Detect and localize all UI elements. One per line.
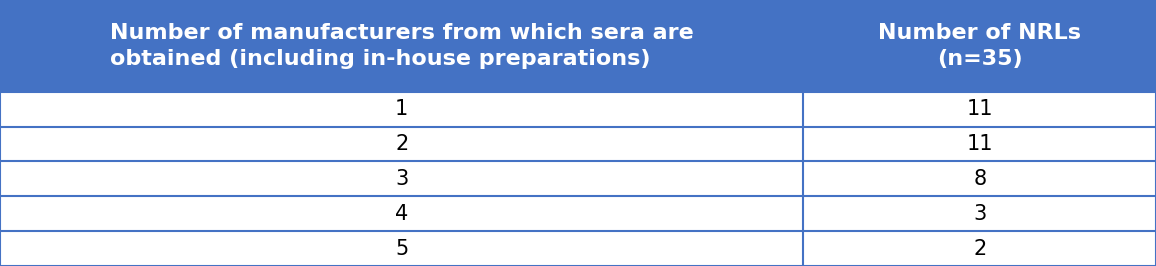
Bar [803,231,1156,266]
Bar [0,196,803,231]
Bar [0,0,803,92]
Bar [803,0,1156,92]
Bar [0,127,803,161]
Text: 2: 2 [395,134,408,154]
Text: 2: 2 [973,239,986,259]
Text: 11: 11 [966,134,993,154]
Text: 3: 3 [395,169,408,189]
Text: Number of NRLs
(n=35): Number of NRLs (n=35) [879,23,1081,69]
Bar [803,127,1156,161]
Text: 8: 8 [973,169,986,189]
Text: 3: 3 [973,204,986,224]
Bar [803,161,1156,196]
Text: 4: 4 [395,204,408,224]
Bar [803,92,1156,127]
Text: 5: 5 [395,239,408,259]
Text: 1: 1 [395,99,408,119]
Bar [803,196,1156,231]
Bar [0,231,803,266]
Bar [0,92,803,127]
Text: 11: 11 [966,99,993,119]
Text: Number of manufacturers from which sera are
obtained (including in-house prepara: Number of manufacturers from which sera … [110,23,694,69]
Bar [0,161,803,196]
